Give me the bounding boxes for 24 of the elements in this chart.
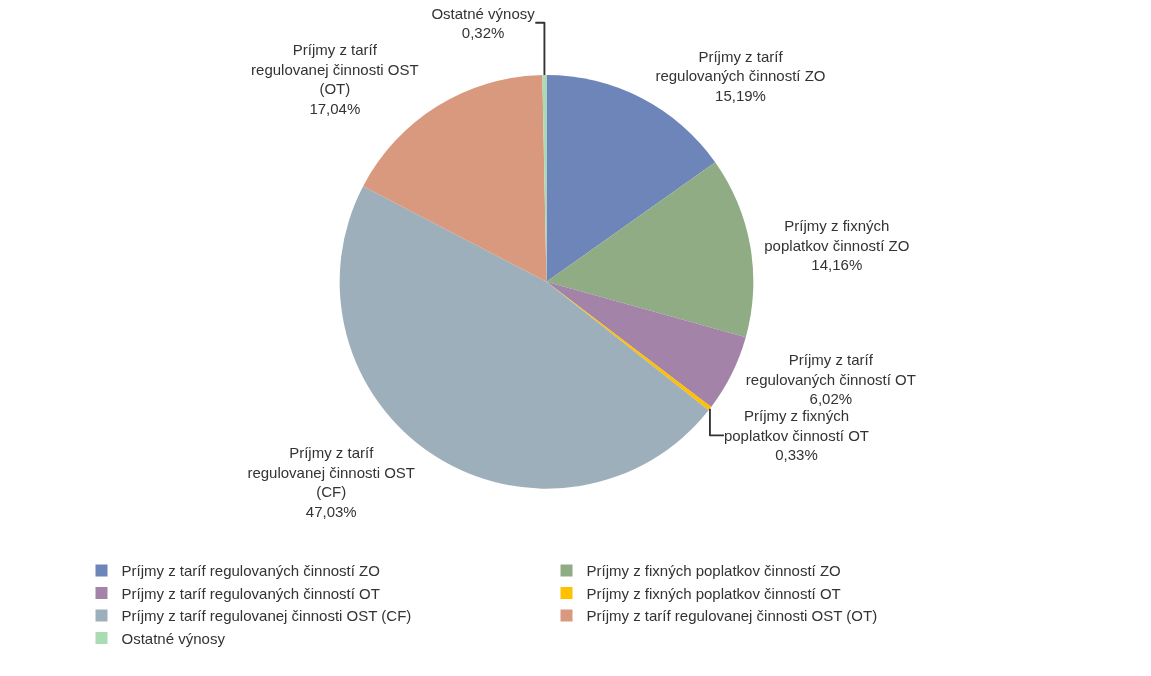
slice-label: Príjmy z taríf regulovanej činnosti OST (CF) [247, 444, 416, 501]
slice-label: Príjmy z fixných poplatkov činností OT [723, 407, 869, 444]
legend-label: Príjmy z fixných poplatkov činností OT [586, 584, 841, 602]
legend-label: Príjmy z taríf regulovanej činnosti OST (OT) [586, 607, 878, 625]
slice-label: Príjmy z fixných poplatkov činností ZO [764, 217, 910, 254]
data-label: 17,04% [309, 99, 361, 117]
data-label: 0,33% [775, 446, 818, 464]
slice-label: Príjmy z taríf regulovanej činnosti OST (OT) [251, 41, 419, 98]
legend-label: Príjmy z taríf regulovaných činností ZO [121, 562, 380, 580]
data-label: 6,02% [809, 390, 853, 408]
data-label: 0,32% [461, 24, 505, 42]
data-label: 47,03% [305, 502, 357, 520]
legend-label: Príjmy z taríf regulovanej činnosti OST (CF) [121, 607, 412, 625]
pie-slice [546, 162, 754, 338]
pie-slice [546, 281, 746, 407]
slice-label: Príjmy z taríf regulovaných činností ZO [655, 47, 826, 85]
legend-label: Ostatné výnosy [121, 629, 226, 647]
slice-label: Príjmy z taríf regulovaných činností OT [745, 351, 916, 388]
pie-slice [363, 75, 547, 282]
data-label: 15,19% [715, 86, 766, 104]
legend-label: Príjmy z taríf regulovaných činností OT [121, 584, 380, 602]
slice-label: Ostatné výnosy [431, 4, 536, 22]
legend-label: Príjmy z fixných poplatkov činností ZO [586, 562, 841, 580]
data-label: 14,16% [811, 256, 863, 274]
